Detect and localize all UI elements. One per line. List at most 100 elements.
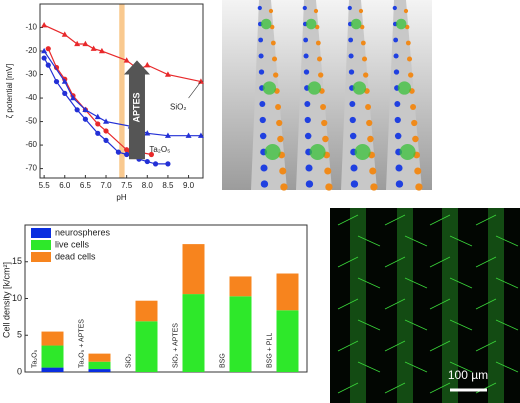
category-label: BSG + PLL	[266, 333, 273, 368]
atom	[370, 183, 378, 191]
micrograph	[330, 208, 520, 403]
annotation: APTES	[131, 92, 141, 122]
atom	[315, 40, 321, 46]
marker	[82, 116, 88, 122]
atom	[395, 180, 404, 188]
marker	[61, 31, 68, 37]
neurite	[384, 256, 406, 268]
marker	[82, 106, 89, 113]
x-tick-label: 6.0	[59, 181, 71, 190]
track	[350, 208, 366, 403]
y-tick-label: -10	[25, 23, 37, 32]
atom	[366, 119, 373, 127]
bar-segment	[229, 296, 252, 372]
atom	[257, 5, 262, 11]
neurite	[475, 214, 497, 226]
marker	[165, 161, 171, 167]
highlight-band	[119, 4, 125, 178]
neurite	[449, 361, 473, 373]
atom	[302, 5, 307, 11]
neurite	[384, 340, 406, 352]
x-tick-label: 8.0	[142, 181, 154, 190]
atom	[318, 72, 324, 78]
legend-swatch	[31, 228, 51, 238]
y-tick-label: -40	[25, 93, 37, 102]
atom	[260, 180, 269, 188]
x-tick-label: 6.5	[80, 181, 92, 190]
neurite	[357, 277, 381, 289]
y-tick-label: -60	[25, 140, 37, 149]
neurite	[337, 256, 359, 268]
atom	[258, 37, 264, 43]
atom	[412, 135, 419, 143]
plot-frame	[39, 3, 204, 179]
atom	[260, 164, 268, 172]
atom	[313, 8, 319, 14]
atom	[414, 167, 422, 175]
atom	[259, 116, 266, 124]
scale-label: 100 µm	[448, 368, 488, 382]
atom	[305, 180, 314, 188]
atom	[280, 183, 288, 191]
neurite	[357, 235, 381, 247]
atom	[304, 101, 311, 107]
marker	[124, 147, 130, 153]
atom	[363, 72, 369, 78]
atom	[394, 132, 402, 140]
atom	[305, 164, 313, 172]
neurite	[429, 256, 451, 268]
neurite	[404, 277, 428, 289]
atom	[304, 132, 312, 140]
atom	[369, 167, 377, 175]
atom	[394, 101, 401, 107]
marker	[61, 78, 68, 84]
x-tick-label: 7.0	[100, 181, 112, 190]
cell	[350, 18, 362, 30]
legend-swatch	[31, 252, 51, 262]
atom	[406, 56, 413, 62]
atom	[303, 53, 309, 59]
cell	[262, 81, 277, 95]
marker	[152, 161, 159, 167]
atom	[358, 8, 364, 14]
cell	[354, 144, 371, 160]
marker	[115, 149, 122, 155]
atom	[410, 104, 417, 110]
bar-segment	[88, 353, 111, 362]
atom	[349, 101, 356, 107]
category-label: Ta₂O₅	[31, 349, 38, 368]
y-tick-label: 10	[12, 293, 22, 303]
bar-segment	[41, 331, 64, 346]
neurite	[429, 340, 451, 352]
bar-segment	[182, 244, 205, 295]
cell	[260, 18, 272, 30]
marker	[103, 137, 109, 143]
neurite	[357, 361, 381, 373]
track	[442, 208, 458, 403]
marker	[90, 45, 97, 51]
neurite	[357, 319, 381, 331]
cell	[307, 81, 322, 95]
stripe	[251, 0, 287, 190]
atom	[268, 8, 274, 14]
legend-label: dead cells	[55, 251, 96, 261]
bar-segment	[182, 294, 205, 372]
cell	[305, 18, 317, 30]
atom	[408, 72, 414, 78]
track	[488, 208, 504, 403]
atom	[365, 104, 372, 110]
atom	[277, 135, 284, 143]
neurite	[495, 319, 519, 331]
neurite	[337, 382, 359, 394]
x-axis-label: pH	[116, 193, 126, 202]
atom	[411, 119, 418, 127]
stripe	[341, 0, 377, 190]
x-tick-label: 8.5	[162, 181, 174, 190]
neurite	[404, 235, 428, 247]
neurite	[475, 298, 497, 310]
cell	[395, 18, 407, 30]
category-label: Ta₂O₅ + APTES	[78, 319, 85, 368]
atom	[275, 104, 282, 110]
bar-segment	[276, 310, 299, 372]
marker	[41, 47, 48, 54]
